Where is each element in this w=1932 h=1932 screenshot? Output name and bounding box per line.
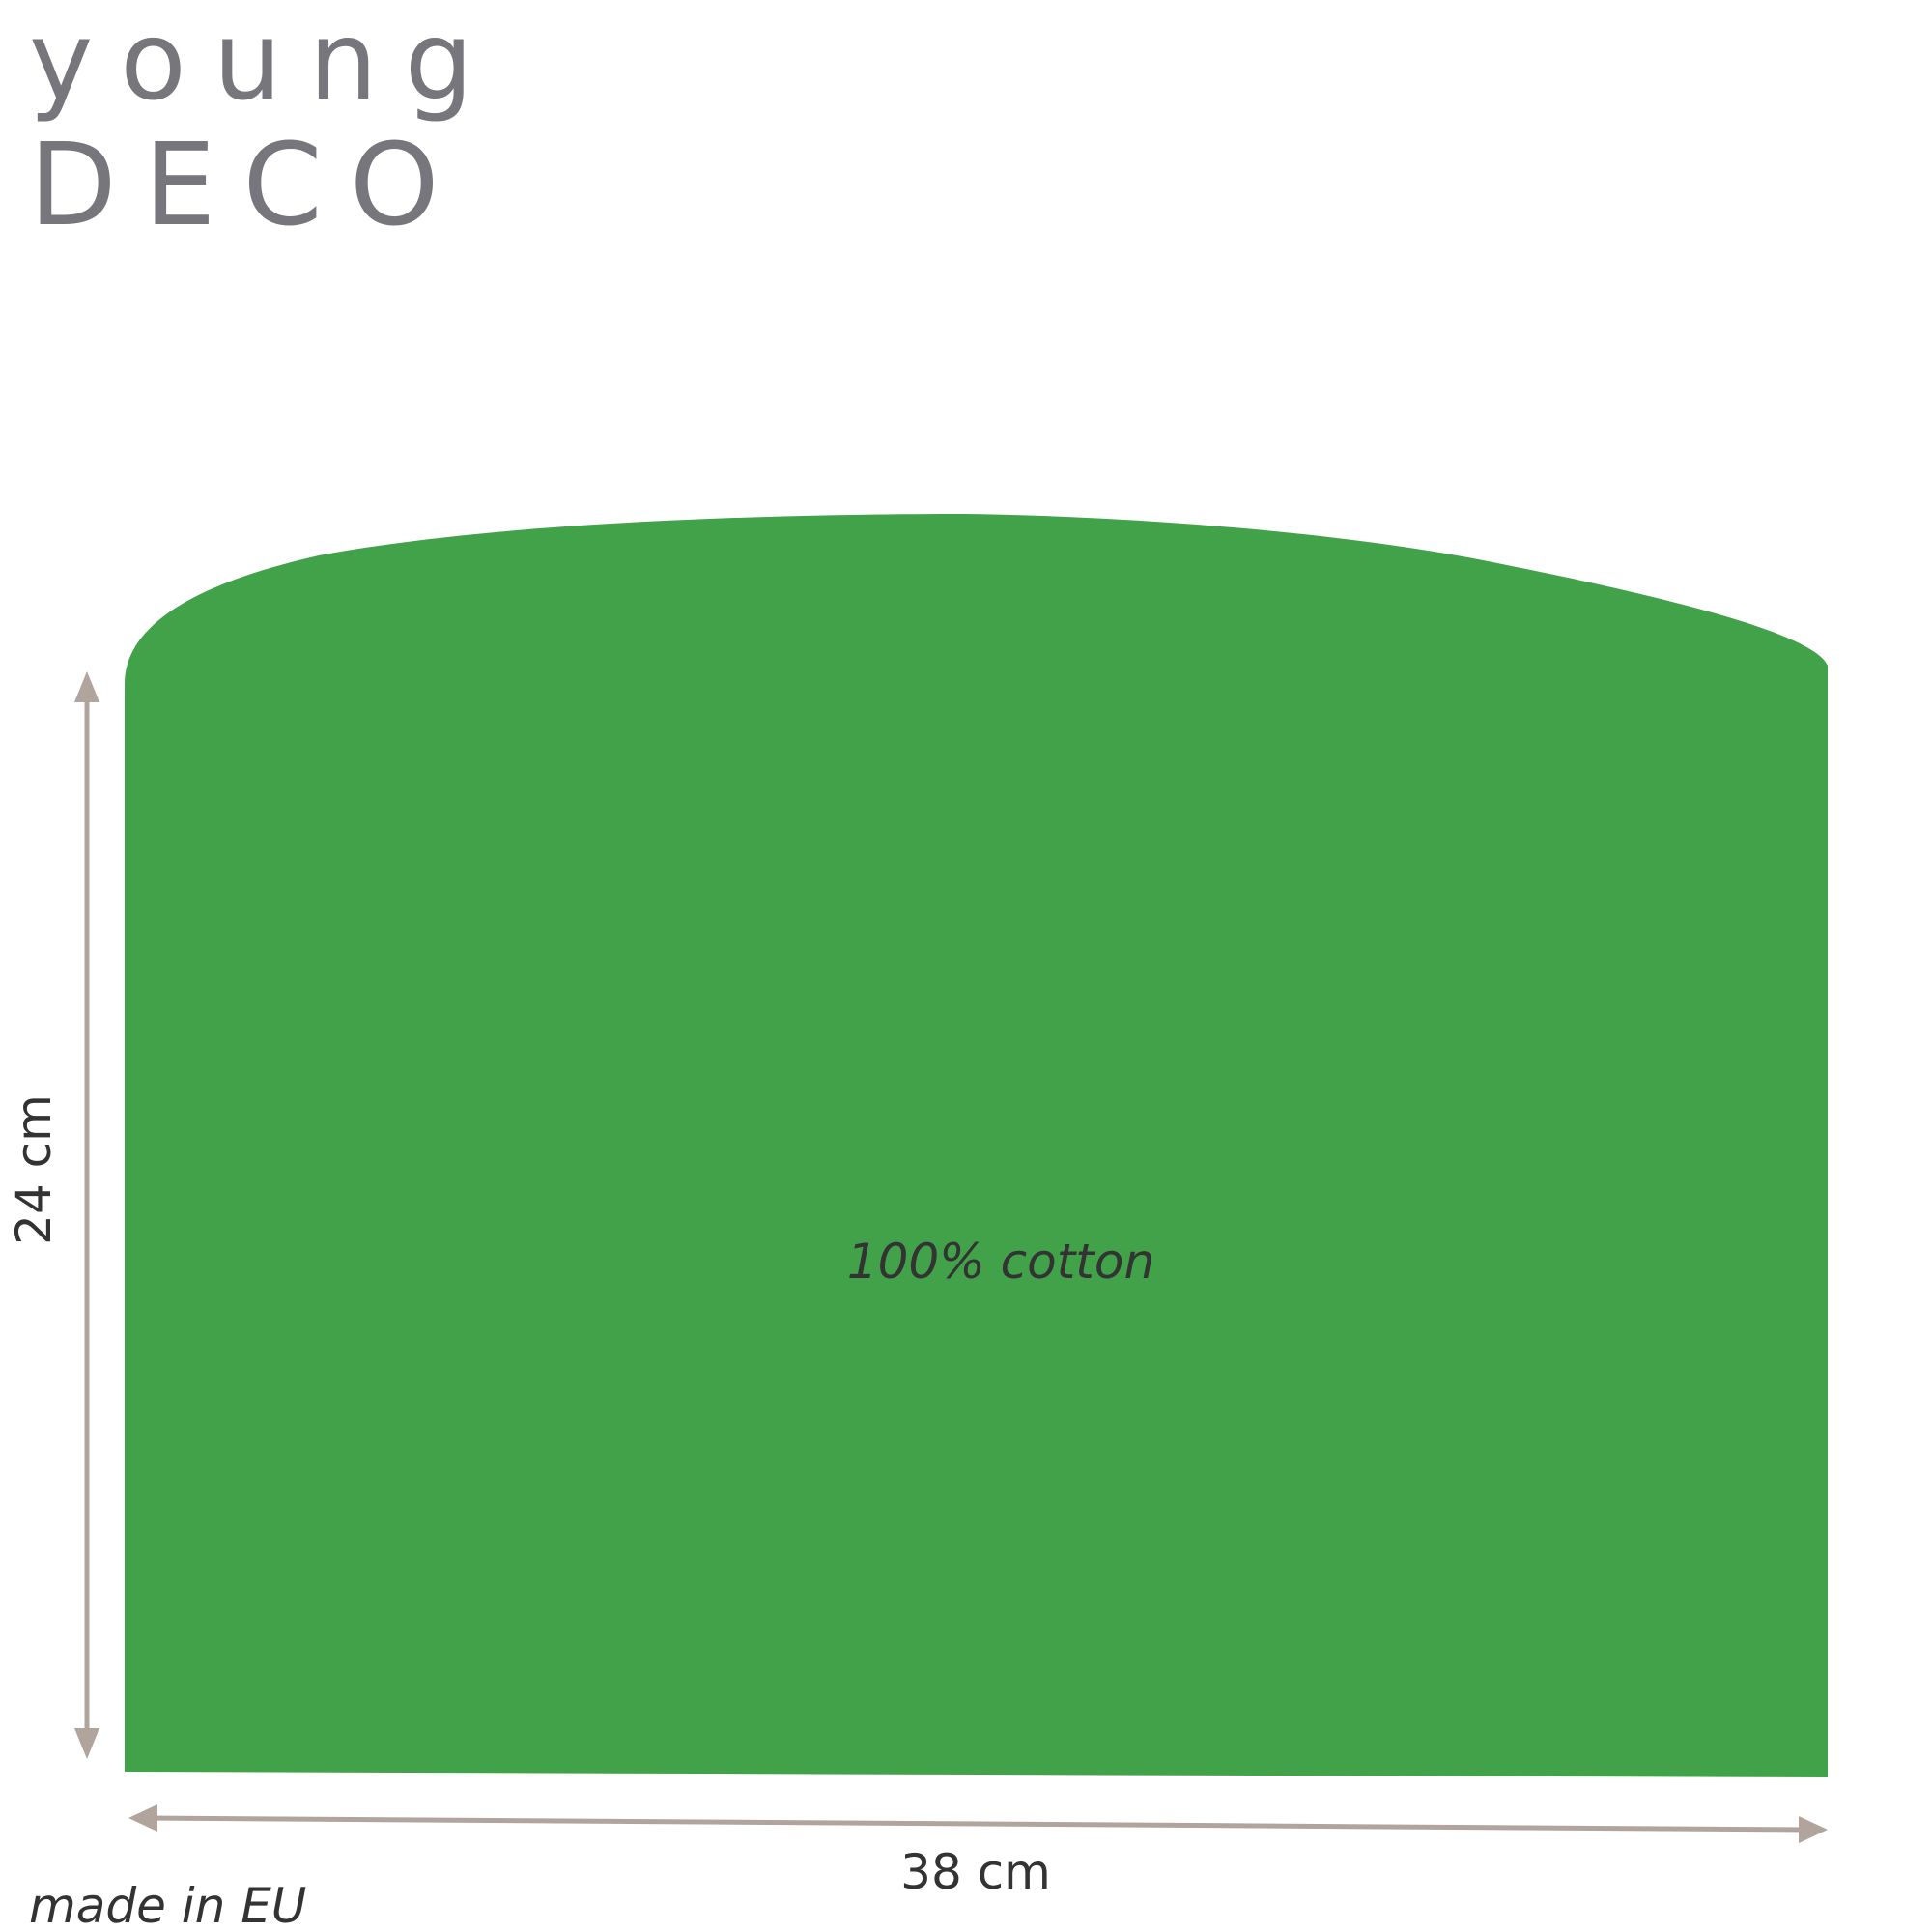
lampshade-shape [125,514,1828,1777]
origin-label: made in EU [29,1878,306,1932]
height-label: 24 cm [6,1094,62,1245]
width-label: 38 cm [900,1844,1051,1900]
material-label: 100% cotton [847,1234,1154,1290]
logo-line-young: young [29,0,500,125]
brand-logo: young DECO [29,0,500,251]
height-arrow [74,671,99,1759]
logo-line-deco: DECO [29,118,467,251]
width-arrow [128,1804,1828,1843]
